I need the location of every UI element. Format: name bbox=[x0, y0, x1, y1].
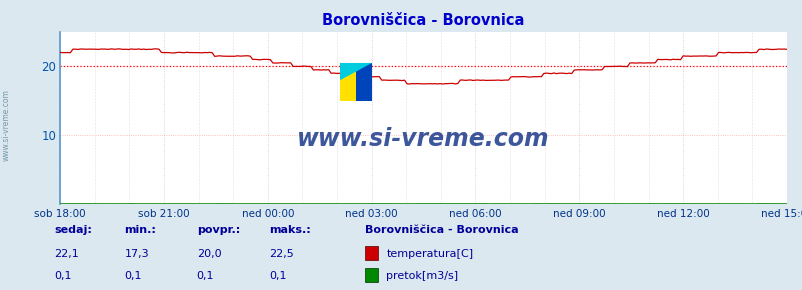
Polygon shape bbox=[355, 63, 371, 101]
Text: 17,3: 17,3 bbox=[124, 249, 149, 259]
Text: sedaj:: sedaj: bbox=[55, 225, 92, 235]
Text: povpr.:: povpr.: bbox=[196, 225, 240, 235]
Text: pretok[m3/s]: pretok[m3/s] bbox=[386, 271, 458, 281]
Text: www.si-vreme.com: www.si-vreme.com bbox=[297, 127, 549, 151]
Text: 22,1: 22,1 bbox=[55, 249, 79, 259]
Text: www.si-vreme.com: www.si-vreme.com bbox=[2, 89, 11, 161]
Text: 0,1: 0,1 bbox=[196, 271, 214, 281]
Text: 0,1: 0,1 bbox=[124, 271, 142, 281]
Text: 0,1: 0,1 bbox=[55, 271, 72, 281]
Polygon shape bbox=[339, 63, 371, 80]
Text: 22,5: 22,5 bbox=[269, 249, 294, 259]
Polygon shape bbox=[339, 63, 355, 101]
Text: min.:: min.: bbox=[124, 225, 156, 235]
Text: maks.:: maks.: bbox=[269, 225, 310, 235]
Text: Borovniščica - Borovnica: Borovniščica - Borovnica bbox=[365, 225, 518, 235]
Text: 20,0: 20,0 bbox=[196, 249, 221, 259]
Text: 0,1: 0,1 bbox=[269, 271, 286, 281]
Title: Borovniščica - Borovnica: Borovniščica - Borovnica bbox=[322, 13, 525, 28]
Text: temperatura[C]: temperatura[C] bbox=[386, 249, 472, 259]
